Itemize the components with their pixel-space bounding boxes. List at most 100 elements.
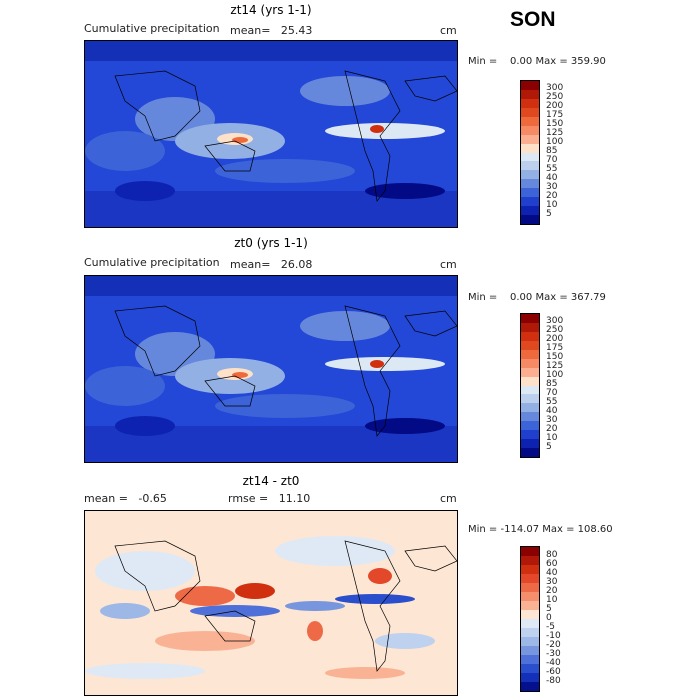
panel-2-mean-label: mean= 26.08 xyxy=(230,258,313,271)
panel-3-unit-label: cm xyxy=(440,492,457,505)
colorbar-tick-label: -5 xyxy=(546,621,555,632)
colorbar-swatch xyxy=(521,215,539,224)
colorbar-tick-label: 60 xyxy=(546,558,558,569)
colorbar-tick-label: 20 xyxy=(546,190,558,201)
colorbar-tick-label: 0 xyxy=(546,612,552,623)
panel-1-title: zt14 (yrs 1-1) xyxy=(230,3,312,17)
colorbar-swatch xyxy=(521,367,539,377)
colorbar-tick-label: 300 xyxy=(546,83,564,94)
colorbar-tick-label: 175 xyxy=(546,110,564,121)
colorbar-swatch xyxy=(521,664,539,673)
colorbar-swatch xyxy=(521,331,539,341)
colorbar-tick-label: 70 xyxy=(546,387,558,398)
colorbar-swatch xyxy=(521,116,539,126)
colorbar-tick-label: 30 xyxy=(546,576,558,587)
colorbar-tick-label: 40 xyxy=(546,172,558,183)
colorbar-swatch xyxy=(521,188,539,198)
colorbar-tick-label: -30 xyxy=(546,648,561,659)
colorbar-swatch xyxy=(521,107,539,117)
colorbar-tick-label: 5 xyxy=(546,441,552,452)
colorbar-tick-label: 40 xyxy=(546,567,558,578)
colorbar-tick-label: 30 xyxy=(546,181,558,192)
colorbar-tick-label: 85 xyxy=(546,379,558,389)
season-label: SON xyxy=(510,8,556,31)
colorbar-tick-label: 40 xyxy=(546,405,558,416)
colorbar-swatch xyxy=(521,412,539,422)
colorbar-swatch xyxy=(521,358,539,368)
colorbar-swatch xyxy=(521,421,539,431)
colorbar-swatch xyxy=(521,179,539,189)
colorbar-swatch xyxy=(521,610,539,619)
colorbar-tick-label: 85 xyxy=(546,146,558,156)
colorbar-tick-label: 250 xyxy=(546,92,564,103)
colorbar-tick-label: 100 xyxy=(546,370,564,381)
colorbar-swatch xyxy=(521,89,539,99)
colorbar-tick-label: -60 xyxy=(546,666,561,677)
colorbar-swatch xyxy=(521,430,539,440)
colorbar-swatch xyxy=(521,565,539,574)
panel-3-colorbar xyxy=(520,546,540,692)
panel-2-map xyxy=(84,275,458,463)
panel-1-mean-label: mean= 25.43 xyxy=(230,24,313,37)
colorbar-tick-label: 55 xyxy=(546,163,558,174)
panel-3-map xyxy=(84,510,458,696)
panel-3-mean-label: mean = -0.65 xyxy=(84,492,167,505)
panel-1-variable-label: Cumulative precipitation xyxy=(84,22,220,35)
colorbar-swatch xyxy=(521,601,539,610)
colorbar-swatch xyxy=(521,81,539,90)
colorbar-swatch xyxy=(521,646,539,655)
colorbar-tick-label: -40 xyxy=(546,657,561,668)
colorbar-tick-label: 200 xyxy=(546,334,564,345)
colorbar-swatch xyxy=(521,403,539,413)
colorbar-swatch xyxy=(521,556,539,565)
colorbar-swatch xyxy=(521,98,539,108)
colorbar-tick-label: 10 xyxy=(546,199,558,210)
colorbar-tick-label: 175 xyxy=(546,343,564,354)
panel-3-rmse-label: rmse = 11.10 xyxy=(228,492,311,505)
colorbar-tick-label: 10 xyxy=(546,594,558,605)
colorbar-swatch xyxy=(521,448,539,457)
colorbar-swatch xyxy=(521,314,539,323)
colorbar-swatch xyxy=(521,376,539,386)
colorbar-swatch xyxy=(521,206,539,216)
colorbar-swatch xyxy=(521,340,539,350)
colorbar-tick-label: 55 xyxy=(546,396,558,407)
colorbar-swatch xyxy=(521,152,539,162)
colorbar-tick-label: 10 xyxy=(546,432,558,443)
panel-3-map-svg xyxy=(85,511,457,695)
colorbar-tick-label: 5 xyxy=(546,208,552,219)
colorbar-swatch xyxy=(521,628,539,637)
colorbar-tick-label: 150 xyxy=(546,119,564,130)
colorbar-swatch xyxy=(521,655,539,664)
panel-3-minmax: Min = -114.07 Max = 108.60 xyxy=(468,524,613,535)
colorbar-swatch xyxy=(521,322,539,332)
colorbar-tick-label: 250 xyxy=(546,325,564,336)
colorbar-swatch xyxy=(521,170,539,180)
colorbar-tick-label: 125 xyxy=(546,128,564,139)
colorbar-swatch xyxy=(521,547,539,556)
colorbar-tick-label: -80 xyxy=(546,675,561,686)
colorbar-swatch xyxy=(521,619,539,628)
colorbar-swatch xyxy=(521,385,539,395)
panel-2-unit-label: cm xyxy=(440,258,457,271)
colorbar-tick-label: 5 xyxy=(546,603,552,614)
colorbar-tick-label: -10 xyxy=(546,630,561,641)
panel-1-map xyxy=(84,40,458,228)
panel-2-title: zt0 (yrs 1-1) xyxy=(234,236,308,250)
panel-1-colorbar xyxy=(520,80,540,225)
colorbar-tick-label: 80 xyxy=(546,549,558,560)
colorbar-swatch xyxy=(521,134,539,144)
colorbar-tick-label: 150 xyxy=(546,352,564,363)
panel-2-map-svg xyxy=(85,276,457,462)
colorbar-tick-label: 300 xyxy=(546,316,564,327)
panel-2-minmax: Min = 0.00 Max = 367.79 xyxy=(468,292,606,303)
colorbar-swatch xyxy=(521,592,539,601)
colorbar-tick-label: 20 xyxy=(546,423,558,434)
colorbar-swatch xyxy=(521,673,539,682)
colorbar-swatch xyxy=(521,439,539,449)
colorbar-swatch xyxy=(521,574,539,583)
panel-2-colorbar xyxy=(520,313,540,458)
panel-1-minmax: Min = 0.00 Max = 359.90 xyxy=(468,56,606,67)
colorbar-swatch xyxy=(521,125,539,135)
colorbar-swatch xyxy=(521,349,539,359)
